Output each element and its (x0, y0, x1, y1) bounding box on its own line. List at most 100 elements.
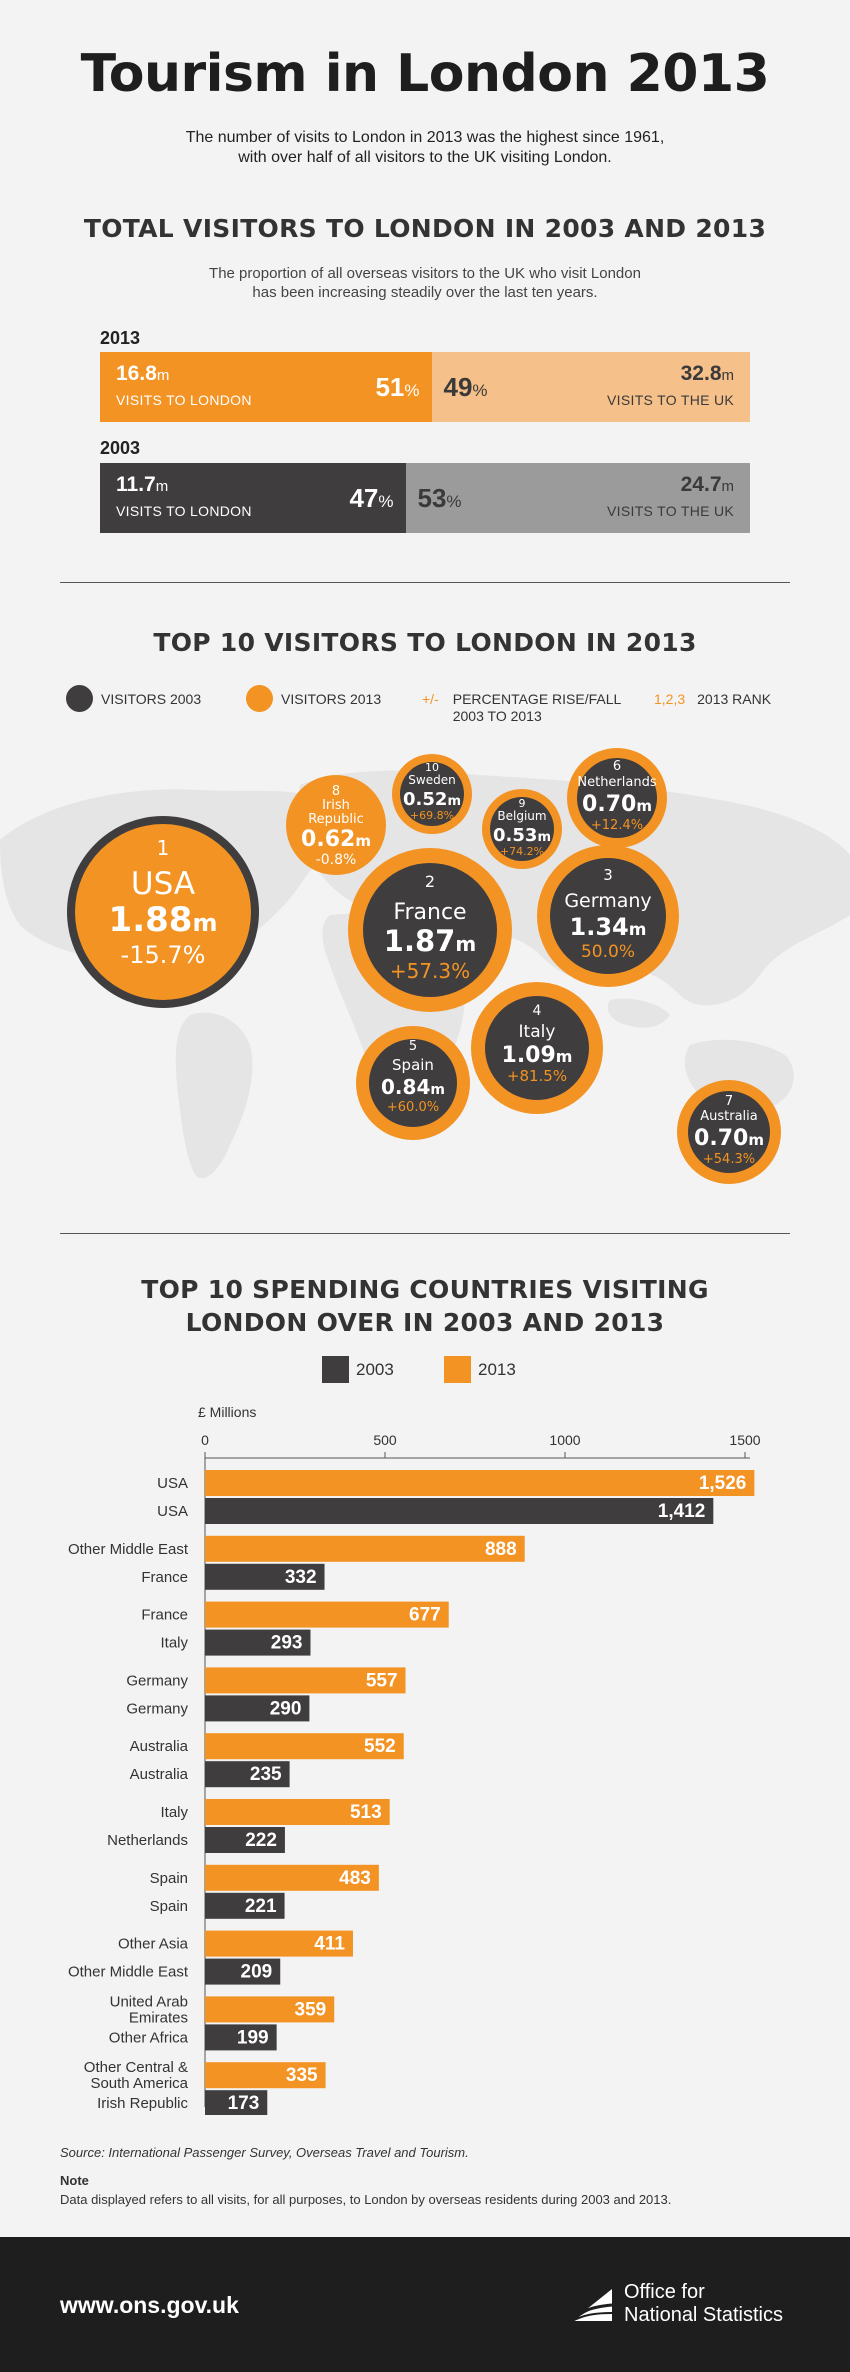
bubble-netherlands: 6 Netherlands 0.70m +12.4% (567, 748, 667, 848)
bubble-usa: 1 USA 1.88m -15.7% (67, 816, 259, 1008)
uk-value-2013: 32.8 (680, 362, 722, 385)
spending-title-line-1: TOP 10 SPENDING COUNTRIES VISITING (141, 1275, 709, 1304)
category-label-2013-8-0: United Arab (110, 1993, 188, 2010)
legend-orange-dot-icon (246, 685, 273, 712)
svg-text:1.34m: 1.34m (570, 913, 647, 941)
section-divider-1 (60, 582, 790, 583)
bubble-rank-irish-republic: 8 (332, 784, 340, 799)
intro-text: The number of visits to London in 2013 w… (0, 128, 850, 168)
bar-value-2003-2: 293 (271, 1633, 303, 1654)
london-segment-2003: 11.7m VISITS TO LONDON 47% (100, 463, 406, 533)
ons-logo-icon (568, 2281, 616, 2329)
bubble-name-usa: USA (131, 866, 195, 902)
legend-plusminus-symbol: +/- (422, 691, 439, 707)
intro-line-2: with over half of all visitors to the UK… (238, 149, 612, 166)
bubble-change-spain: +60.0% (387, 1100, 439, 1115)
london-segment-2013: 16.8m VISITS TO LONDON 51% (100, 352, 432, 422)
category-label-2013-2: France (141, 1607, 188, 1624)
bubble-change-australia: +54.3% (703, 1152, 755, 1167)
category-label-2003-7: Other Middle East (68, 1964, 189, 1981)
bar-value-2013-3: 557 (366, 1670, 398, 1691)
bubble-sweden: 10 Sweden 0.52m +69.8% (392, 754, 472, 834)
bar-value-2013-5: 513 (350, 1802, 382, 1823)
bubble-name-italy: Italy (519, 1022, 556, 1042)
bar-2003-7 (205, 1958, 281, 1985)
svg-text:0.70m: 0.70m (582, 792, 652, 817)
category-label-2003-3: Germany (126, 1700, 188, 1717)
spending-bar-chart: £ Millions 0 500 1000 1500 1,526 USA 1,412 USA 88… (68, 1404, 761, 2115)
category-label-2013-3: Germany (126, 1672, 188, 1689)
bubble-change-italy: +81.5% (507, 1067, 567, 1085)
bubble-name-australia: Australia (700, 1109, 758, 1124)
bar-2003-9 (205, 2090, 268, 2115)
ons-logo-text: Office for National Statistics (624, 2281, 783, 2327)
category-label-2003-8: Other Africa (109, 2029, 189, 2046)
section-divider-2 (60, 1233, 790, 1234)
tick-label-500: 500 (373, 1432, 397, 1448)
bar-value-2003-6: 221 (245, 1896, 277, 1917)
category-label-2013-9-1: South America (90, 2075, 188, 2092)
category-label-2013-5: Italy (160, 1804, 188, 1821)
bar-2013-2 (205, 1601, 449, 1628)
bubble-value-usa: 1.88 (109, 900, 193, 940)
bubble-rank-sweden: 10 (425, 761, 439, 774)
bar-2013-3 (205, 1667, 406, 1694)
category-label-2013-4: Australia (130, 1738, 189, 1755)
note-text: Data displayed refers to all visits, for… (60, 2192, 672, 2207)
legend-visitors-2003: VISITORS 2003 (66, 685, 201, 712)
page-title: Tourism in London 2013 (80, 44, 770, 104)
tick-label-0: 0 (201, 1432, 209, 1448)
bubble-name-france: France (393, 900, 466, 925)
uk-caption-2013: VISITS TO THE UK (607, 392, 734, 408)
bubble-rank-italy: 4 (533, 1003, 542, 1019)
bar-value-2003-4: 235 (250, 1764, 282, 1785)
bubble-value-australia: 0.70 (694, 1126, 748, 1151)
category-label-2003-1: France (141, 1569, 188, 1586)
bubble-rank-spain: 5 (409, 1039, 417, 1054)
category-label-2003-5: Netherlands (107, 1832, 188, 1849)
bubble-value-spain: 0.84 (381, 1075, 430, 1099)
bar-value-2013-9: 335 (286, 2065, 318, 2086)
bar-2013-8 (205, 1996, 335, 2023)
bar-value-2003-8: 199 (237, 2027, 269, 2048)
bubble-rank-netherlands: 6 (613, 759, 621, 774)
footer-url[interactable]: www.ons.gov.uk (60, 2292, 239, 2318)
bar-value-2003-9: 173 (228, 2093, 260, 2114)
london-pct-2003: 47 (349, 483, 379, 513)
total-visitors-subtitle-line-2: has been increasing steadily over the la… (252, 284, 598, 301)
category-label-2013-6: Spain (150, 1870, 188, 1887)
london-caption-2003: VISITS TO LONDON (116, 503, 252, 519)
category-label-2013-8-1: Emirates (129, 2009, 188, 2026)
london-pct-2013: 51 (375, 372, 405, 402)
uk-segment-2003: 53% 24.7m VISITS TO THE UK (405, 463, 750, 533)
category-label-2013-0: USA (157, 1475, 188, 1492)
bubble-rank-belgium: 9 (519, 797, 526, 810)
bar-2013-6 (205, 1864, 379, 1891)
london-value-2003: 11.7 (116, 473, 156, 496)
category-label-2003-0: USA (157, 1503, 188, 1520)
legend-percentage-change: +/- PERCENTAGE RISE/FALL 2003 TO 2013 (422, 691, 622, 724)
svg-text:1.88m: 1.88m (109, 900, 218, 940)
axis-label: £ Millions (198, 1404, 256, 1420)
legend-rank-symbol: 1,2,3 (654, 691, 686, 707)
bar-value-2013-0: 1,526 (699, 1473, 747, 1494)
bubble-rank-australia: 7 (725, 1094, 733, 1109)
london-caption-2013: VISITS TO LONDON (116, 392, 252, 408)
bubble-italy: 4 Italy 1.09m +81.5% (471, 982, 603, 1114)
bar-value-2003-3: 290 (270, 1698, 302, 1719)
category-label-2003-4: Australia (130, 1766, 189, 1783)
bubble-change-belgium: +74.2% (500, 845, 544, 858)
bar-2003-4 (205, 1761, 290, 1788)
uk-pct-2003: 53 (417, 483, 447, 513)
bubble-germany: 3 Germany 1.34m 50.0% (537, 845, 679, 987)
bubble-france: 2 France 1.87m +57.3% (348, 848, 512, 1012)
bar-value-2003-7: 209 (241, 1962, 273, 1983)
world-map-bubbles: 1 USA 1.88m -15.7% 2 France 1.87m +57.3%… (0, 748, 850, 1184)
bubble-value-belgium: 0.53 (493, 825, 537, 846)
bubble-belgium: 9 Belgium 0.53m +74.2% (482, 789, 562, 869)
svg-text:0.62m: 0.62m (301, 827, 371, 852)
bubble-change-irish-republic: -0.8% (316, 852, 357, 868)
legend-dark-dot-icon (66, 685, 93, 712)
total-visitors-subtitle-line-1: The proportion of all overseas visitors … (209, 265, 641, 282)
bubble-irish-republic: 8 Irish Republic 0.62m -0.8% (286, 775, 386, 875)
